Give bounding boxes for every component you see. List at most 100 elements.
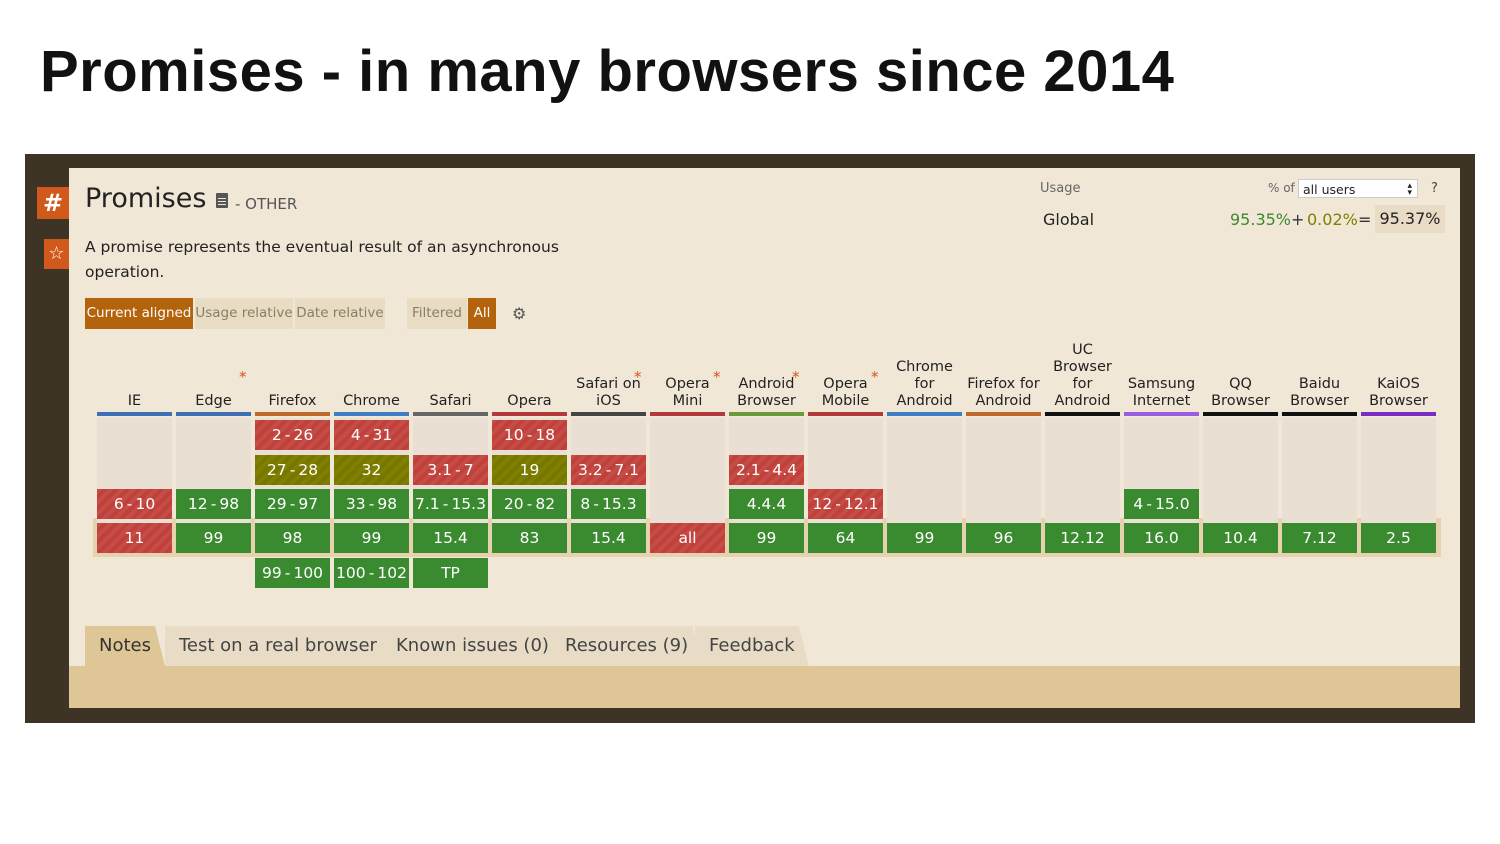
version-cell-chrome[interactable]: 99 — [334, 523, 409, 553]
browser-header-samsung-internet[interactable]: Samsung Internet — [1124, 340, 1199, 410]
browser-header-uc-browser-for-android[interactable]: UC Browser for Android — [1045, 340, 1120, 410]
browser-color-line — [176, 412, 251, 416]
version-cell-baidu-browser[interactable]: 7.12 — [1282, 523, 1357, 553]
browser-name: Opera Mini — [665, 376, 710, 409]
version-cell-firefox[interactable]: 27 - 28 — [255, 455, 330, 485]
version-cell-firefox-for-android[interactable]: 96 — [966, 523, 1041, 553]
browser-header-safari-on-ios[interactable]: Safari on iOS — [571, 340, 646, 410]
version-cell-chrome[interactable]: 33 - 98 — [334, 489, 409, 519]
version-cell-firefox[interactable]: 99 - 100 — [255, 558, 330, 588]
browser-header-chrome[interactable]: Chrome — [334, 340, 409, 410]
version-cell-android-browser[interactable]: 99 — [729, 523, 804, 553]
tab-notes[interactable]: Notes — [85, 626, 165, 666]
select-arrows-icon: ▴ ▾ — [1407, 181, 1412, 198]
browser-header-kaios-browser[interactable]: KaiOS Browser — [1361, 340, 1436, 410]
version-cell-firefox[interactable]: 98 — [255, 523, 330, 553]
version-cell-edge[interactable]: 99 — [176, 523, 251, 553]
version-cell-chrome[interactable]: 100 - 102 — [334, 558, 409, 588]
browser-color-line — [1203, 412, 1278, 416]
browser-name: Baidu Browser — [1290, 376, 1349, 409]
browser-header-firefox[interactable]: Firefox — [255, 340, 330, 410]
version-cell-safari-on-ios[interactable]: 3.2 - 7.1 — [571, 455, 646, 485]
browser-name: Chrome for Android — [896, 359, 953, 409]
version-cell-opera[interactable]: 19 — [492, 455, 567, 485]
version-cell-safari[interactable]: 3.1 - 7 — [413, 455, 488, 485]
tab-feedback[interactable]: Feedback — [695, 626, 809, 666]
browser-header-safari[interactable]: Safari — [413, 340, 488, 410]
browser-color-line — [1282, 412, 1357, 416]
version-cell-safari[interactable]: 7.1 - 15.3 — [413, 489, 488, 519]
browser-header-opera-mobile[interactable]: Opera Mobile — [808, 340, 883, 410]
version-cell-opera[interactable]: 20 - 82 — [492, 489, 567, 519]
usage-relative-button[interactable]: Usage relative — [195, 298, 293, 329]
feature-description: A promise represents the eventual result… — [85, 238, 559, 281]
permalink-hash-button[interactable]: # — [37, 187, 69, 219]
version-cell-ie[interactable]: 6 - 10 — [97, 489, 172, 519]
usage-help-link[interactable]: ? — [1431, 181, 1438, 196]
version-cell-kaios-browser[interactable]: 2.5 — [1361, 523, 1436, 553]
version-cell-safari[interactable]: TP — [413, 558, 488, 588]
version-cell-chrome-for-android[interactable]: 99 — [887, 523, 962, 553]
browser-header-edge[interactable]: Edge — [176, 340, 251, 410]
date-relative-button[interactable]: Date relative — [295, 298, 385, 329]
version-cell-opera-mobile[interactable]: 12 - 12.1 — [808, 489, 883, 519]
browser-name: Edge — [195, 393, 232, 409]
version-cell-opera[interactable]: 83 — [492, 523, 567, 553]
version-cell-safari-on-ios[interactable]: 15.4 — [571, 523, 646, 553]
usage-supported: 95.35% — [1230, 210, 1292, 229]
slide-title: Promises - in many browsers since 2014 — [40, 39, 1175, 104]
browser-header-qq-browser[interactable]: QQ Browser — [1203, 340, 1278, 410]
version-cell-android-browser[interactable]: 2.1 - 4.4 — [729, 455, 804, 485]
browser-header-android-browser[interactable]: Android Browser — [729, 340, 804, 410]
version-cell-edge[interactable]: 12 - 98 — [176, 489, 251, 519]
version-cell-firefox[interactable]: 2 - 26 — [255, 420, 330, 450]
version-cell-ie[interactable]: 11 — [97, 523, 172, 553]
browser-header-opera[interactable]: Opera — [492, 340, 567, 410]
browser-name: Opera Mobile — [821, 376, 870, 409]
tab-known-issues-0[interactable]: Known issues (0) — [382, 626, 563, 666]
current-aligned-button[interactable]: Current aligned — [85, 298, 193, 329]
document-icon — [216, 193, 228, 208]
note-asterisk-icon: * — [713, 368, 721, 386]
version-cell-safari-on-ios[interactable]: 8 - 15.3 — [571, 489, 646, 519]
browser-header-firefox-for-android[interactable]: Firefox for Android — [966, 340, 1041, 410]
version-cell-chrome[interactable]: 32 — [334, 455, 409, 485]
version-cell-uc-browser-for-android[interactable]: 12.12 — [1045, 523, 1120, 553]
version-cell-android-browser[interactable]: 4.4.4 — [729, 489, 804, 519]
percent-of-label: % of — [1268, 181, 1295, 195]
browser-name: Firefox for Android — [967, 376, 1040, 409]
browser-color-line — [729, 412, 804, 416]
usage-equals-sign: = — [1358, 210, 1372, 229]
version-cell-opera-mobile[interactable]: 64 — [808, 523, 883, 553]
note-asterisk-icon: * — [792, 368, 800, 386]
browser-header-opera-mini[interactable]: Opera Mini — [650, 340, 725, 410]
all-button[interactable]: All — [468, 298, 496, 329]
browser-name: QQ Browser — [1211, 376, 1270, 409]
tab-resources-9[interactable]: Resources (9) — [551, 626, 702, 666]
browser-name: KaiOS Browser — [1369, 376, 1428, 409]
tab-test-on-a-real-browser[interactable]: Test on a real browser — [165, 626, 391, 666]
user-type-select[interactable]: all users ▴ ▾ — [1298, 179, 1418, 198]
version-cell-safari[interactable]: 15.4 — [413, 523, 488, 553]
version-cell-chrome[interactable]: 4 - 31 — [334, 420, 409, 450]
browser-name: Safari on iOS — [576, 376, 641, 409]
version-cell-qq-browser[interactable]: 10.4 — [1203, 523, 1278, 553]
version-cell-samsung-internet[interactable]: 4 - 15.0 — [1124, 489, 1199, 519]
browser-header-ie[interactable]: IE — [97, 340, 172, 410]
browser-header-baidu-browser[interactable]: Baidu Browser — [1282, 340, 1357, 410]
version-cell-samsung-internet[interactable]: 16.0 — [1124, 523, 1199, 553]
star-icon[interactable]: ☆ — [44, 239, 69, 269]
browser-name: Opera — [507, 393, 552, 409]
browser-header-chrome-for-android[interactable]: Chrome for Android — [887, 340, 962, 410]
filtered-button[interactable]: Filtered — [407, 298, 467, 329]
version-cell-opera[interactable]: 10 - 18 — [492, 420, 567, 450]
version-cell-opera-mini[interactable]: all — [650, 523, 725, 553]
usage-total: 95.37% — [1375, 205, 1445, 233]
note-asterisk-icon: * — [634, 368, 642, 386]
browser-color-line — [571, 412, 646, 416]
gear-icon[interactable]: ⚙ — [512, 304, 527, 323]
browser-color-line — [650, 412, 725, 416]
feature-category[interactable]: - OTHER — [235, 195, 298, 213]
browser-name: UC Browser for Android — [1053, 342, 1112, 409]
version-cell-firefox[interactable]: 29 - 97 — [255, 489, 330, 519]
